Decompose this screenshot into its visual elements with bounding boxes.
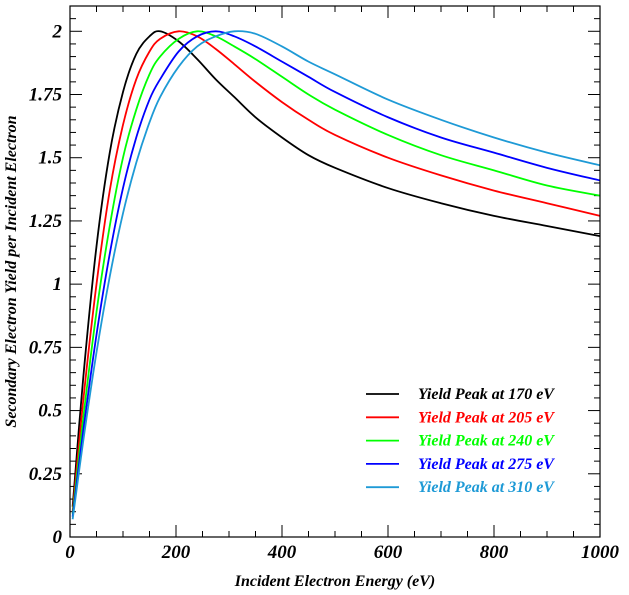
x-tick-label: 600 xyxy=(374,542,403,563)
legend-label: Yield Peak at 275 eV xyxy=(418,456,555,473)
axis-ticks xyxy=(69,5,601,538)
legend-label: Yield Peak at 205 eV xyxy=(418,409,555,426)
series-line-1 xyxy=(71,30,601,512)
legend-label: Yield Peak at 170 eV xyxy=(418,386,555,403)
y-tick-label: 1.5 xyxy=(38,148,62,169)
legend-label: Yield Peak at 310 eV xyxy=(418,479,555,496)
y-tick-label: 1.25 xyxy=(29,211,63,232)
y-tick-label: 0 xyxy=(53,527,63,548)
series-line-2 xyxy=(71,30,601,515)
legend-label: Yield Peak at 240 eV xyxy=(418,433,555,450)
y-tick-label: 1.75 xyxy=(29,85,63,106)
x-axis-title: Incident Electron Energy (eV) xyxy=(234,573,435,590)
y-tick-label: 0.75 xyxy=(29,337,63,358)
tick-labels: 0 200 400 600 800 1000 0 0.25 0.5 0.75 1 1.25 1.5 1.7… xyxy=(29,21,620,563)
plot-frame xyxy=(69,5,601,538)
y-tick-label: 0.5 xyxy=(38,401,62,422)
x-tick-label: 400 xyxy=(267,542,297,563)
legend: Yield Peak at 170 eV Yield Peak at 205 eV… xyxy=(366,386,555,496)
series-lines xyxy=(71,30,601,520)
series-line-4 xyxy=(71,30,601,520)
x-tick-label: 1000 xyxy=(581,542,620,563)
y-tick-label: 0.25 xyxy=(29,464,63,485)
y-tick-label: 2 xyxy=(52,21,63,42)
x-tick-label: 800 xyxy=(480,542,509,563)
series-line-0 xyxy=(71,30,601,507)
series-line-3 xyxy=(71,30,601,517)
y-axis-title: Secondary Electron Yield per Incident El… xyxy=(3,115,20,427)
x-tick-label: 0 xyxy=(65,542,75,563)
y-tick-label: 1 xyxy=(53,274,63,295)
x-tick-label: 200 xyxy=(161,542,191,563)
